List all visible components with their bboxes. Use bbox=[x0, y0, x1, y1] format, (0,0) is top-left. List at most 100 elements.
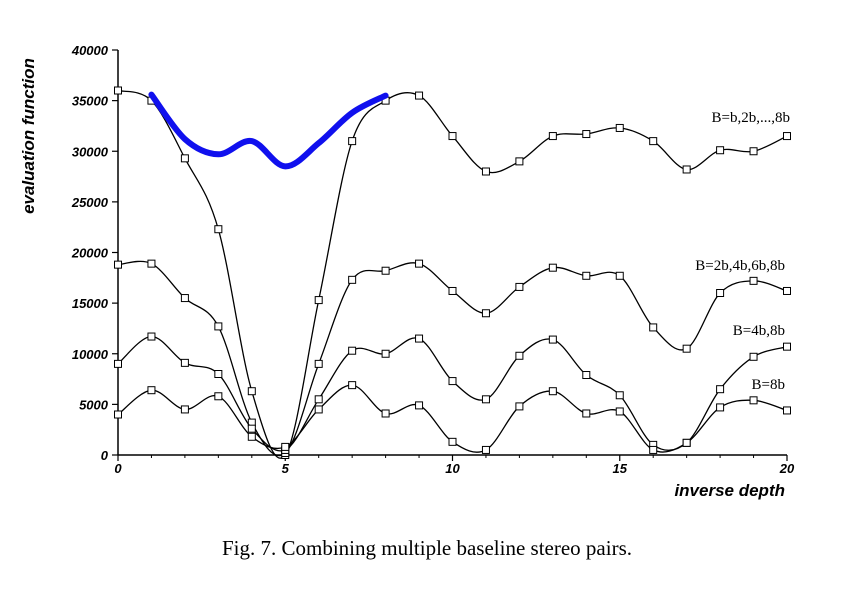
data-point-marker bbox=[415, 91, 424, 100]
ticks: 0 5000 10000 15000 20000 25000 30000 35000 40000… bbox=[71, 43, 795, 476]
series-0 bbox=[114, 86, 791, 459]
x-tick-label: 10 bbox=[445, 461, 460, 476]
data-point-marker bbox=[214, 392, 223, 401]
chart: 0 5000 10000 15000 20000 25000 30000 35000 40000… bbox=[19, 43, 795, 500]
data-point-marker bbox=[649, 323, 658, 332]
x-tick-label: 15 bbox=[613, 461, 628, 476]
data-point-marker bbox=[247, 432, 256, 441]
data-point-marker bbox=[381, 409, 390, 418]
data-point-marker bbox=[716, 385, 725, 394]
y-axis-title: evaluation function bbox=[19, 58, 38, 214]
data-point-marker bbox=[615, 123, 624, 132]
data-point-marker bbox=[314, 405, 323, 414]
data-point-marker bbox=[281, 442, 290, 451]
x-tick-label: 0 bbox=[114, 461, 122, 476]
highlight-layer bbox=[148, 91, 389, 170]
data-point-marker bbox=[448, 377, 457, 386]
data-point-marker bbox=[515, 157, 524, 166]
data-point-marker bbox=[548, 132, 557, 141]
y-tick-label: 5000 bbox=[79, 397, 109, 412]
data-point-marker bbox=[515, 282, 524, 291]
series-label: B=4b,8b bbox=[733, 323, 785, 339]
y-tick-label: 15000 bbox=[72, 296, 109, 311]
data-point-marker bbox=[716, 289, 725, 297]
figure-caption: Fig. 7. Combining multiple baseline ster… bbox=[221, 536, 633, 560]
data-point-marker bbox=[481, 445, 490, 454]
data-point-marker bbox=[314, 359, 323, 368]
x-tick-label: 5 bbox=[282, 461, 290, 476]
data-point-marker bbox=[314, 296, 323, 305]
series-label: B=8b bbox=[752, 377, 785, 393]
data-point-marker bbox=[783, 342, 791, 351]
data-point-marker bbox=[615, 271, 624, 280]
data-point-marker bbox=[348, 381, 357, 390]
data-point-marker bbox=[481, 395, 490, 404]
data-point-marker bbox=[348, 275, 357, 284]
series-layer bbox=[114, 86, 791, 459]
data-point-marker bbox=[481, 167, 490, 176]
x-tick-label: 20 bbox=[779, 461, 795, 476]
series-label: B=b,2b,...,8b bbox=[712, 110, 790, 126]
data-point-marker bbox=[247, 387, 256, 396]
data-point-marker bbox=[682, 438, 691, 447]
data-point-marker bbox=[716, 146, 725, 155]
y-tick-label: 0 bbox=[101, 448, 109, 463]
y-tick-label: 20000 bbox=[71, 246, 109, 261]
data-point-marker bbox=[783, 132, 791, 141]
data-point-marker bbox=[649, 445, 658, 454]
data-point-marker bbox=[114, 359, 122, 368]
data-point-marker bbox=[180, 154, 189, 163]
data-point-marker bbox=[548, 335, 557, 344]
data-point-marker bbox=[348, 137, 357, 146]
data-point-marker bbox=[481, 309, 490, 318]
data-point-marker bbox=[415, 401, 424, 410]
y-tick-label: 10000 bbox=[72, 347, 109, 362]
data-point-marker bbox=[615, 407, 624, 416]
data-point-marker bbox=[381, 266, 390, 275]
data-point-marker bbox=[582, 409, 591, 418]
data-point-marker bbox=[749, 147, 758, 156]
data-point-marker bbox=[448, 132, 457, 141]
data-point-marker bbox=[415, 259, 424, 268]
data-point-marker bbox=[147, 259, 156, 268]
data-point-marker bbox=[214, 322, 223, 331]
data-point-marker bbox=[749, 396, 758, 405]
data-point-marker bbox=[783, 286, 791, 295]
y-tick-label: 30000 bbox=[72, 144, 109, 159]
data-point-marker bbox=[180, 358, 189, 367]
series-line bbox=[117, 89, 788, 459]
y-tick-label: 35000 bbox=[72, 94, 109, 109]
y-tick-label: 25000 bbox=[71, 195, 109, 210]
data-point-marker bbox=[749, 352, 758, 361]
data-point-marker bbox=[716, 403, 725, 412]
series-3 bbox=[114, 381, 791, 454]
data-point-marker bbox=[247, 424, 256, 433]
data-point-marker bbox=[515, 351, 524, 360]
data-point-marker bbox=[548, 263, 557, 272]
data-point-marker bbox=[114, 260, 122, 269]
data-point-marker bbox=[381, 349, 390, 358]
data-point-marker bbox=[147, 386, 156, 395]
data-point-marker bbox=[582, 371, 591, 380]
data-point-marker bbox=[314, 395, 323, 404]
data-point-marker bbox=[180, 294, 189, 303]
data-point-marker bbox=[649, 137, 658, 146]
series-line bbox=[117, 260, 788, 457]
data-point-marker bbox=[749, 276, 758, 285]
x-axis-title: inverse depth bbox=[674, 481, 785, 500]
data-point-marker bbox=[214, 370, 223, 378]
data-point-marker bbox=[515, 402, 524, 411]
data-point-marker bbox=[114, 86, 122, 95]
data-point-marker bbox=[548, 387, 557, 396]
data-point-marker bbox=[415, 334, 424, 343]
data-point-marker bbox=[682, 344, 691, 353]
data-point-marker bbox=[114, 410, 122, 419]
data-point-marker bbox=[783, 406, 791, 415]
data-point-marker bbox=[682, 165, 691, 174]
data-point-marker bbox=[582, 130, 591, 139]
data-point-marker bbox=[147, 332, 156, 341]
series-label: B=2b,4b,6b,8b bbox=[695, 258, 785, 274]
data-point-marker bbox=[348, 346, 357, 355]
series-labels: B=b,2b,...,8b B=2b,4b,6b,8b B=4b,8b B=8b bbox=[695, 110, 790, 393]
data-point-marker bbox=[214, 225, 223, 234]
